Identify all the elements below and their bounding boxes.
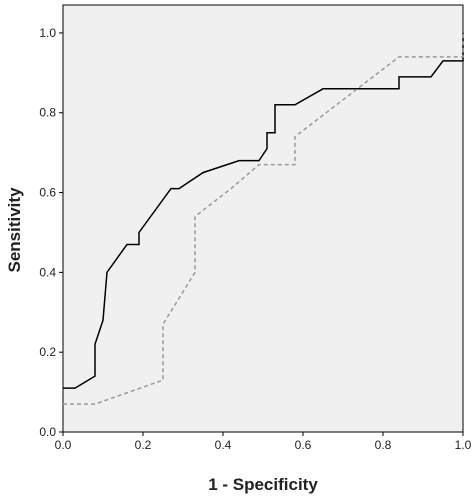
x-axis-label: 1 - Specificity: [208, 475, 318, 494]
y-tick-label: 0.8: [39, 106, 56, 120]
x-tick-label: 0.0: [55, 438, 72, 452]
x-tick-label: 1.0: [455, 438, 472, 452]
y-axis-label: Sensitivity: [5, 187, 24, 273]
x-tick-label: 0.8: [375, 438, 392, 452]
x-tick-label: 0.6: [295, 438, 312, 452]
y-tick-label: 1.0: [39, 26, 56, 40]
y-tick-label: 0.2: [39, 345, 56, 359]
x-tick-label: 0.2: [135, 438, 152, 452]
roc-curve: [63, 32, 464, 389]
y-tick-label: 0.4: [39, 265, 56, 279]
roc-curve: [63, 32, 464, 405]
y-tick-label: 0.0: [39, 425, 56, 439]
plot-area: [62, 4, 464, 433]
x-tick-label: 0.4: [215, 438, 232, 452]
y-tick-label: 0.6: [39, 186, 56, 200]
